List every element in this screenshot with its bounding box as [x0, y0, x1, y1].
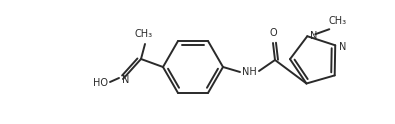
Text: O: O [269, 28, 277, 38]
Text: NH: NH [242, 67, 256, 77]
Text: N: N [339, 42, 346, 52]
Text: CH₃: CH₃ [135, 29, 153, 39]
Text: N: N [310, 31, 317, 41]
Text: CH₃: CH₃ [328, 16, 346, 26]
Text: HO: HO [92, 78, 107, 88]
Text: N: N [122, 75, 130, 85]
